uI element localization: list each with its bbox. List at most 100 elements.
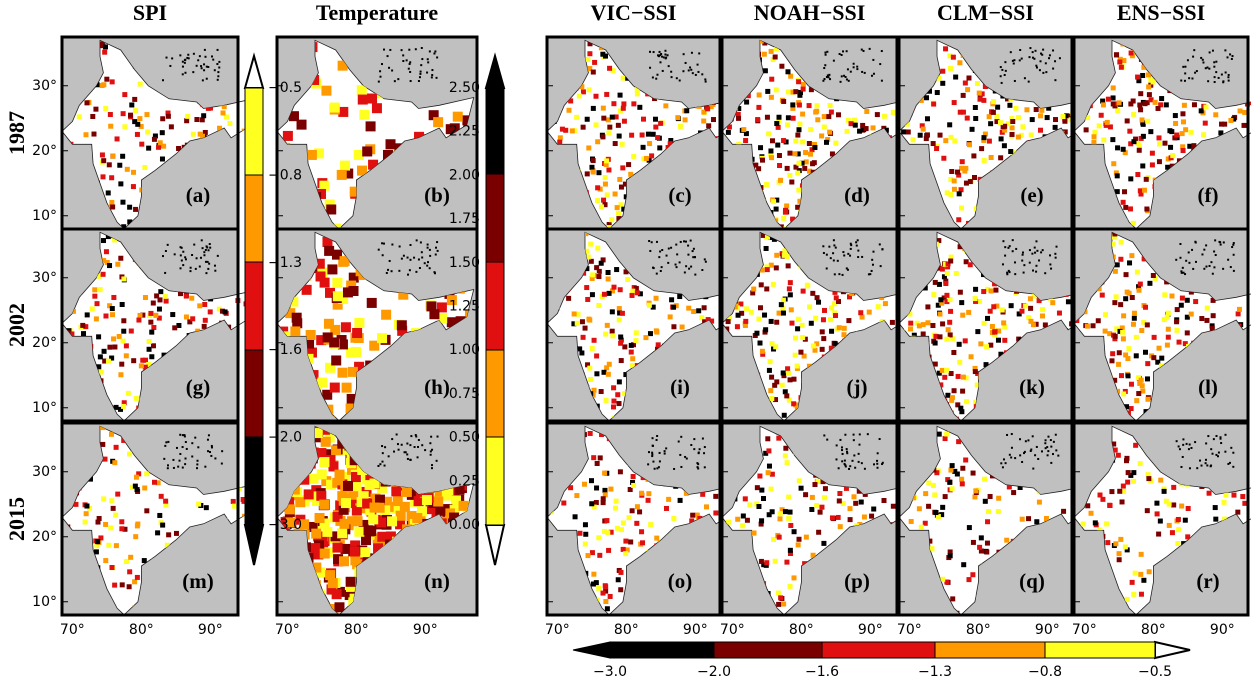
colorbar-segment [485,261,505,351]
map-panel: (g) [60,227,260,423]
colorbar-tick-label: −1.6 [805,664,839,680]
lon-label: 80° [789,622,814,638]
colorbar-segment [609,641,715,659]
lon-label: 90° [198,622,223,638]
colorbar-tick-label: −1.6 [268,342,302,358]
column-title: ENS−SSI [1117,0,1205,25]
map-panel: (j) [720,227,920,423]
map-panel: (b) [275,35,479,231]
map-panel: (l) [1072,227,1251,423]
panel-frame [720,227,899,423]
lon-label: 80° [966,622,991,638]
panel-letter: (i) [670,375,690,399]
column-title: CLM−SSI [937,0,1034,25]
colorbar-tick-label: −1.3 [268,255,302,271]
panel-letter: (g) [186,375,211,399]
colorbar-segment [1044,641,1156,659]
colorbar-tick-label: 1.00 [449,342,480,358]
lat-label: 30° [32,270,57,286]
map-panel: (d) [720,35,920,231]
colorbar-segment [244,87,264,176]
colorbar-tick-label: 0.50 [449,430,480,446]
panel-letter: (m) [182,569,213,593]
panel-letter: (q) [1019,569,1045,593]
row-label: 2002 [4,303,29,347]
panel-letter: (b) [424,183,450,207]
lon-label: 70° [720,622,745,638]
map-panel: (f) [1072,35,1251,231]
lon-label: 80° [1141,622,1166,638]
colorbar-tick-label: −3.0 [593,664,627,680]
column-title: SPI [133,0,167,25]
map-panel: (c) [545,35,745,231]
colorbar-tick-label: 0.75 [449,386,480,402]
map-panel: (h) [275,227,479,423]
colorbar-arrow [243,52,265,89]
colorbar-segment [485,436,505,526]
colorbar-tick-label: 1.25 [449,299,480,315]
row-label: 2015 [4,497,29,541]
map-panel: (m) [60,421,260,617]
lon-label: 70° [545,622,570,638]
colorbar-arrow [484,524,506,566]
colorbar-tick-label: −0.8 [1028,664,1062,680]
colorbar-tick-label: −2.0 [268,430,302,446]
colorbar-tick-label: −0.5 [1138,664,1172,680]
lat-label: 30° [32,78,57,94]
panel-frame [897,227,1074,423]
panel-frame [1072,227,1250,423]
lon-label: 90° [1035,622,1060,638]
lon-label: 90° [1210,622,1235,638]
colorbar-tick-label: −3.0 [268,517,302,533]
panel-letter: (j) [847,375,868,399]
panel-letter: (h) [424,375,450,399]
lon-label: 90° [858,622,883,638]
colorbar-arrow [243,524,265,566]
lat-label: 20° [32,335,57,351]
colorbar-tick-label: −0.5 [268,80,302,96]
row-label: 1987 [4,111,29,155]
lat-label: 20° [32,529,57,545]
colorbar-tick-label: 1.75 [449,211,480,227]
map-panel: (p) [720,421,920,617]
panel-letter: (c) [668,183,691,207]
colorbar-tick-label: −2.0 [697,664,731,680]
colorbar-arrow [484,52,506,89]
panel-letter: (e) [1020,183,1043,207]
lon-label: 70° [275,622,300,638]
colorbar-segment [713,641,823,659]
colorbar-tick-label: 2.00 [449,167,480,183]
lat-label: 30° [32,464,57,480]
panel-frame [275,421,479,617]
colorbar-segment [244,436,264,526]
panel-letter: (f) [1198,183,1219,207]
map-panel: (r) [1072,421,1251,617]
colorbar-segment [485,173,505,263]
lon-label: 70° [897,622,922,638]
panel-letter: (d) [844,183,870,207]
panel-letter: (a) [186,183,211,207]
map-panel: (n) [275,421,479,617]
colorbar-arrow [1154,640,1191,660]
colorbar-segment [821,641,936,659]
lon-label: 90° [683,622,708,638]
panel-frame [60,421,240,617]
lon-label: 80° [344,622,369,638]
panel-letter: (n) [424,569,450,593]
map-panel: (o) [545,421,745,617]
panel-frame [545,227,722,423]
colorbar-tick-label: 0.25 [449,473,480,489]
panel-frame [275,227,479,423]
column-title: Temperature [316,0,438,25]
column-title: VIC−SSI [591,0,677,25]
lat-label: 10° [32,208,57,224]
lon-label: 90° [413,622,438,638]
panel-frame [897,421,1074,617]
column-title: NOAH−SSI [754,0,866,25]
colorbar-tick-label: −0.8 [268,167,302,183]
panel-letter: (k) [1019,375,1045,399]
lon-label: 70° [60,622,85,638]
colorbar-tick-label: 1.50 [449,255,480,271]
panel-frame [1072,421,1250,617]
